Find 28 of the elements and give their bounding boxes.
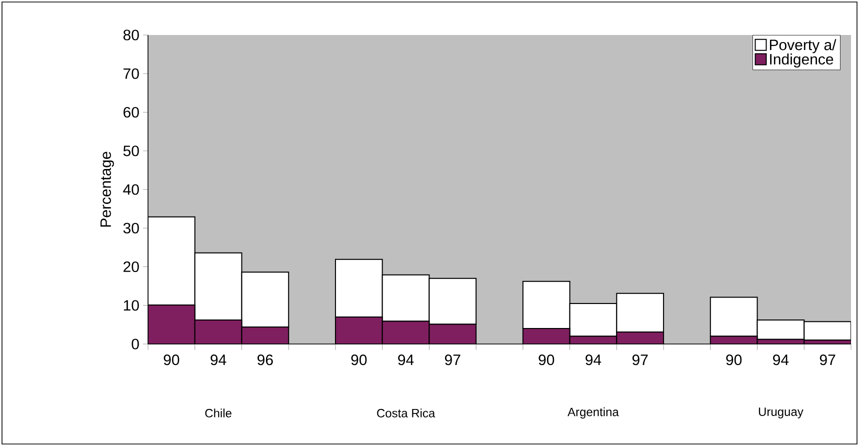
text: Costa Rica [377,408,436,418]
y-tick-label: 50 [123,146,139,156]
x-tick-label: 94 [210,354,226,366]
x-tick-label: 90 [164,354,180,366]
y-axis-title: Percentage [100,152,114,227]
x-tick-label: 94 [398,354,414,366]
y-tick-label: 60 [124,106,139,118]
x-tick-label: 90 [538,354,554,366]
x-tick-label: 90 [726,354,742,366]
y-tick-label: 10 [124,300,139,311]
legend-label: Poverty a/ [770,39,836,54]
legend-label: Indigence [770,54,834,68]
text: Uruguay [758,408,804,418]
text: Chile [205,408,232,418]
y-tick-label: 80 [123,30,139,40]
x-tick-label: 97 [445,354,460,366]
x-tick-label: 94 [586,354,602,366]
y-tick-label: 0 [132,338,139,350]
x-tick-label: 97 [820,354,836,366]
y-tick-label: 30 [123,222,139,234]
x-tick-label: 94 [773,354,789,366]
x-tick-label: 97 [632,354,648,366]
x-tick-label: 96 [258,354,273,366]
y-tick-label: 70 [124,68,139,79]
y-tick-label: 40 [123,184,139,195]
y-tick-label: 20 [124,261,139,272]
text: Argentina [568,407,619,419]
x-tick-label: 90 [351,354,367,366]
